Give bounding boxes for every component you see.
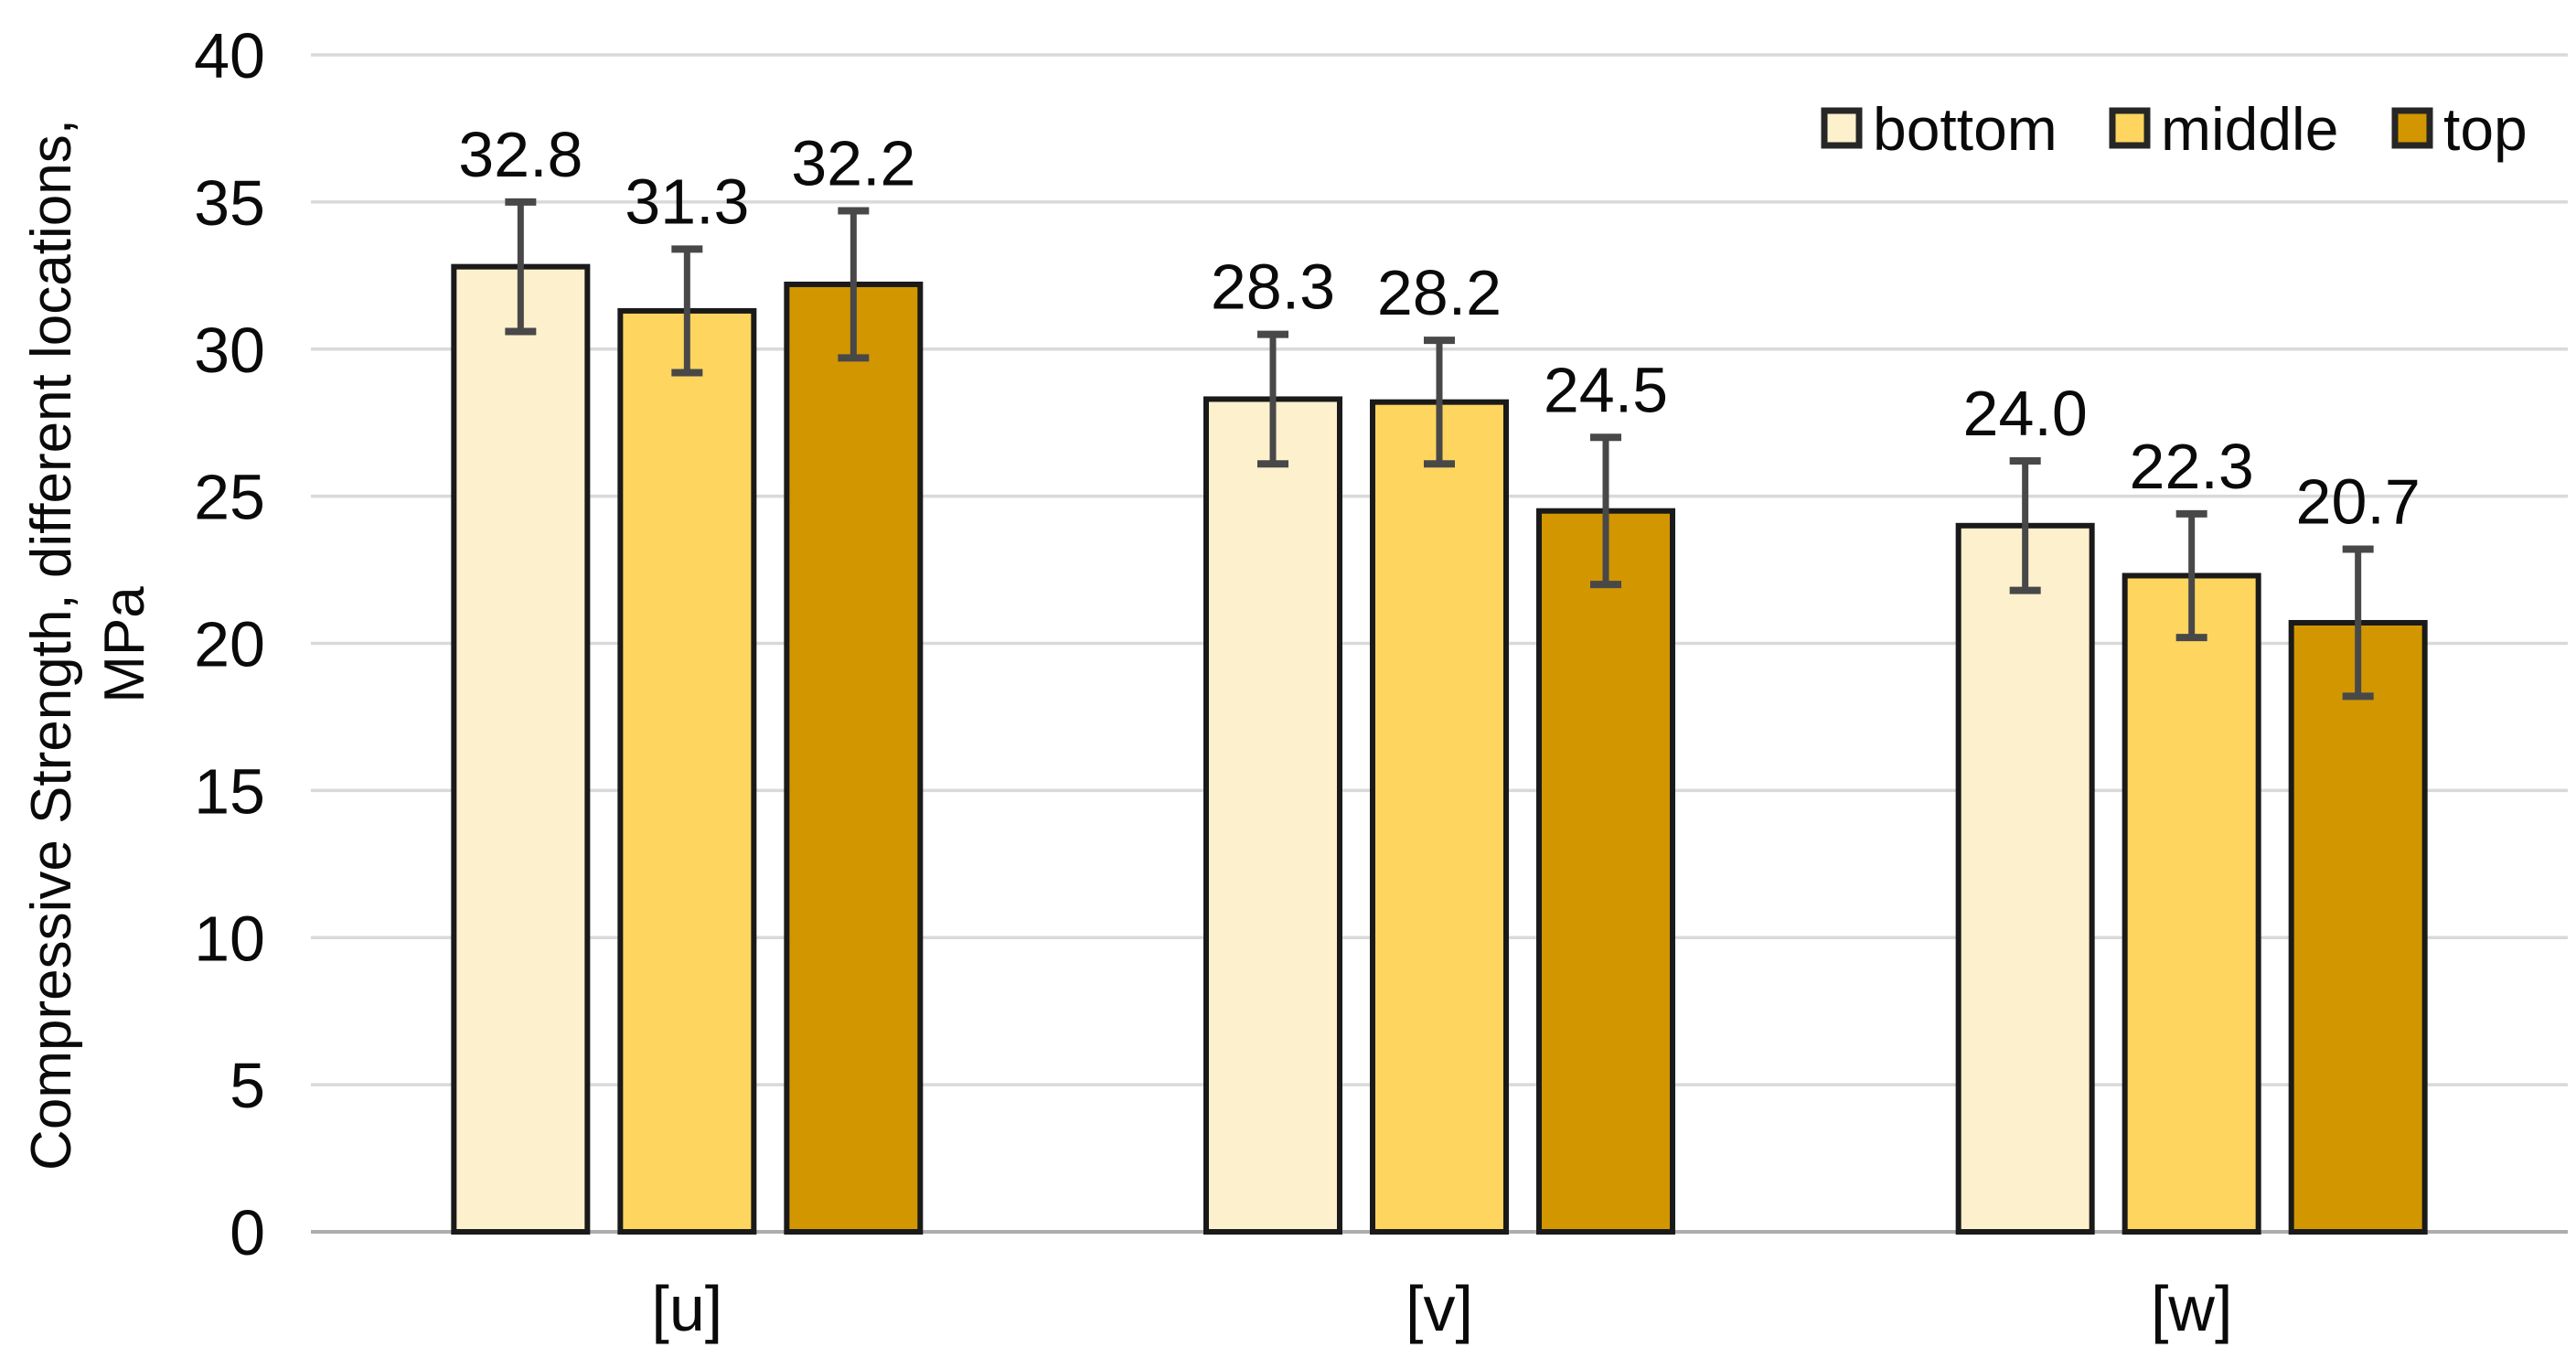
bar-middle-[w] [2122,572,2261,1235]
data-label: 28.2 [1377,257,1502,328]
data-label: 20.7 [2296,466,2421,538]
y-tick-label: 40 [194,20,265,91]
y-tick-label: 30 [194,315,265,386]
x-category-label: [u] [651,1273,722,1344]
legend-label-middle: middle [2161,95,2338,163]
data-label: 31.3 [625,166,749,237]
data-label: 24.0 [1963,378,2088,449]
data-label: 28.3 [1211,251,1335,323]
bar-middle-[u] [617,307,757,1235]
legend-label-top: top [2443,95,2528,163]
y-tick-label: 25 [194,462,265,533]
bar-bottom-[u] [451,263,591,1235]
y-tick-label: 5 [230,1050,265,1121]
x-category-label: [v] [1406,1273,1473,1344]
bar-top-[w] [2288,619,2428,1235]
bar-bottom-[w] [1955,522,2095,1235]
data-label: 24.5 [1544,354,1668,425]
bar-middle-[v] [1370,399,1509,1235]
y-tick-label: 35 [194,167,265,239]
data-label: 22.3 [2130,431,2254,502]
legend-swatch-middle-icon [2109,107,2151,149]
legend-swatch-top-icon [2391,107,2433,149]
data-label: 32.8 [458,119,583,190]
legend-swatch-bottom-icon [1821,107,1863,149]
y-tick-label: 0 [230,1197,265,1268]
x-category-label: [w] [2151,1273,2232,1344]
y-tick-label: 20 [194,609,265,680]
legend-label-bottom: bottom [1873,95,2058,163]
y-tick-label: 10 [194,903,265,974]
bar-top-[u] [784,281,924,1235]
y-axis-title: Compressive Strength, different location… [20,119,156,1171]
bar-top-[v] [1536,508,1675,1235]
y-tick-label: 15 [194,755,265,827]
bar-bottom-[v] [1203,396,1342,1235]
data-label: 32.2 [791,128,915,199]
